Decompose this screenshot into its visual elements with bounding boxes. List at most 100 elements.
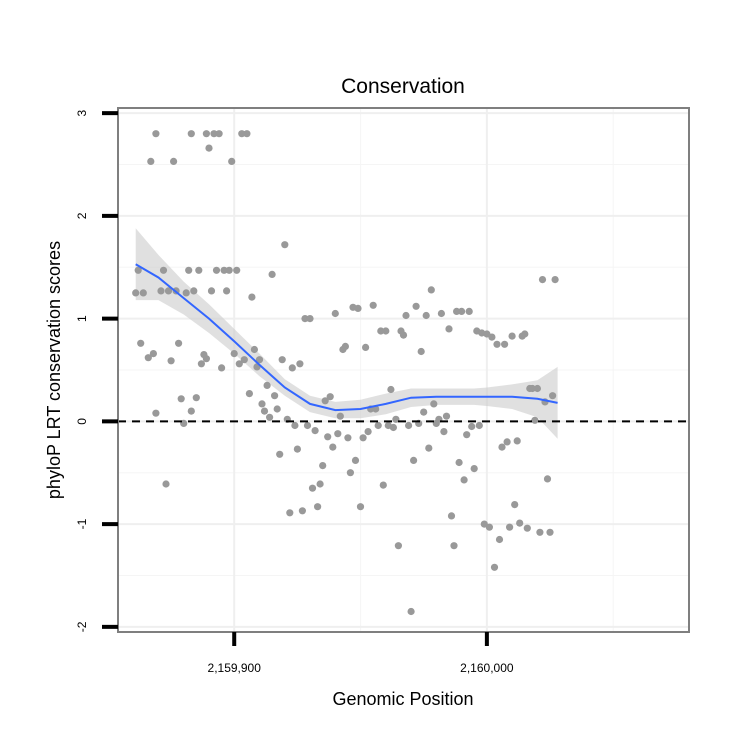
data-point bbox=[493, 340, 501, 348]
data-point bbox=[427, 286, 435, 294]
data-point bbox=[137, 339, 145, 347]
data-point bbox=[470, 465, 478, 473]
data-point bbox=[511, 501, 519, 509]
y-tick-label: -2 bbox=[75, 621, 89, 632]
data-point bbox=[316, 480, 324, 488]
data-point bbox=[263, 381, 271, 389]
data-point bbox=[152, 130, 160, 138]
data-point bbox=[223, 287, 231, 295]
data-point bbox=[190, 287, 198, 295]
data-point bbox=[132, 289, 140, 297]
data-point bbox=[533, 384, 542, 393]
data-point bbox=[248, 293, 256, 301]
data-point bbox=[445, 325, 453, 333]
data-point bbox=[296, 360, 304, 368]
confidence-band bbox=[135, 228, 558, 439]
data-point bbox=[271, 392, 279, 400]
data-point bbox=[392, 415, 400, 423]
data-point bbox=[182, 289, 190, 297]
data-point bbox=[453, 307, 461, 315]
data-point bbox=[394, 542, 402, 550]
data-point bbox=[311, 427, 319, 435]
data-point bbox=[149, 350, 157, 358]
data-point bbox=[463, 431, 471, 439]
chart-title: Conservation bbox=[341, 75, 465, 98]
data-point bbox=[197, 360, 205, 368]
data-point bbox=[430, 400, 438, 408]
data-point bbox=[164, 287, 173, 295]
data-point bbox=[369, 301, 377, 309]
data-point bbox=[417, 347, 425, 356]
data-point bbox=[139, 289, 147, 297]
data-point bbox=[278, 356, 286, 364]
data-point bbox=[314, 503, 322, 511]
data-point bbox=[551, 276, 559, 284]
y-tick-label: 3 bbox=[75, 109, 89, 116]
data-point bbox=[288, 364, 296, 372]
data-point bbox=[238, 130, 246, 138]
data-point bbox=[379, 481, 387, 489]
data-point bbox=[218, 364, 226, 372]
y-axis: -2 -1 0 1 2 3 bbox=[75, 109, 118, 632]
data-point bbox=[437, 309, 445, 318]
data-point bbox=[308, 484, 317, 492]
data-point bbox=[245, 390, 253, 398]
data-point bbox=[490, 563, 499, 571]
data-point bbox=[202, 130, 210, 138]
data-point bbox=[225, 266, 233, 274]
data-point bbox=[255, 356, 264, 364]
data-point bbox=[167, 357, 175, 365]
data-point bbox=[450, 542, 458, 550]
data-point bbox=[538, 276, 547, 284]
data-point bbox=[147, 157, 155, 165]
data-point bbox=[442, 412, 451, 420]
data-point bbox=[268, 270, 276, 278]
data-point bbox=[422, 311, 430, 320]
data-point bbox=[202, 355, 210, 363]
data-point bbox=[329, 443, 337, 451]
data-point bbox=[447, 512, 456, 520]
data-point bbox=[536, 528, 544, 536]
data-point bbox=[359, 434, 367, 442]
data-point bbox=[336, 412, 344, 420]
data-point bbox=[192, 394, 200, 402]
data-point bbox=[485, 523, 493, 531]
data-point bbox=[301, 315, 309, 323]
data-point bbox=[346, 469, 354, 477]
data-point bbox=[410, 456, 418, 464]
data-point bbox=[157, 287, 165, 295]
data-point bbox=[243, 130, 251, 138]
data-point bbox=[549, 392, 557, 400]
y-tick-label: 1 bbox=[75, 315, 89, 322]
data-point bbox=[303, 421, 312, 430]
data-point bbox=[508, 332, 516, 340]
data-point bbox=[344, 434, 352, 442]
data-point bbox=[187, 130, 195, 138]
data-point bbox=[298, 507, 306, 515]
x-tick-label: 2,160,000 bbox=[460, 661, 514, 675]
data-point bbox=[159, 266, 168, 274]
data-point bbox=[521, 330, 529, 338]
y-tick-label: -1 bbox=[75, 518, 89, 529]
data-point bbox=[425, 444, 433, 452]
data-point bbox=[212, 266, 221, 274]
smooth-line-group bbox=[135, 263, 558, 412]
data-point bbox=[513, 437, 521, 445]
x-tick-label: 2,159,900 bbox=[208, 661, 262, 675]
data-point bbox=[228, 157, 236, 165]
data-point bbox=[220, 266, 228, 274]
data-point bbox=[334, 430, 342, 438]
data-point bbox=[468, 422, 476, 431]
y-tick-label: 0 bbox=[75, 418, 89, 425]
data-point bbox=[501, 340, 509, 348]
data-point bbox=[258, 400, 266, 408]
data-point bbox=[162, 480, 170, 488]
confidence-band-group bbox=[135, 228, 558, 439]
data-point bbox=[488, 333, 496, 341]
y-tick-label: 2 bbox=[75, 212, 89, 219]
data-point bbox=[291, 421, 299, 430]
data-point bbox=[276, 450, 284, 458]
data-point bbox=[440, 428, 448, 436]
data-point bbox=[144, 354, 152, 362]
data-point bbox=[460, 476, 468, 484]
